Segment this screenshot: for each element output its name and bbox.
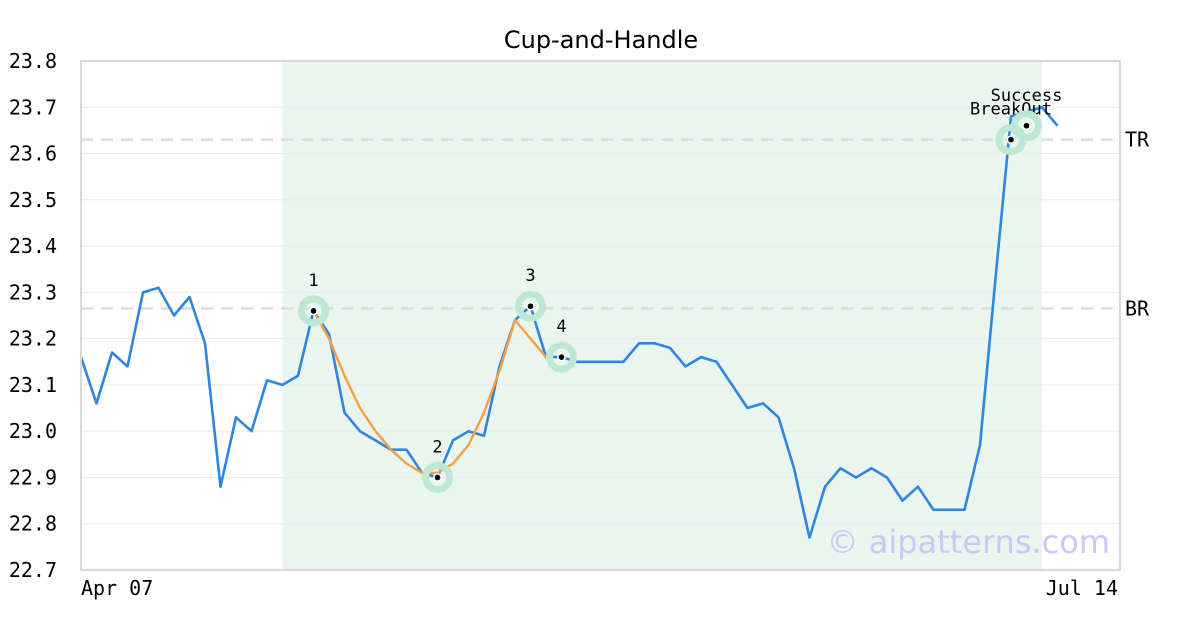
y-tick-label: 23.2	[9, 327, 57, 351]
y-tick-label: 23.0	[9, 419, 57, 443]
annotation-marker-ring	[1011, 110, 1042, 142]
y-tick-label: 22.9	[9, 465, 57, 489]
pattern-point-label: 1	[308, 271, 318, 291]
pattern-point-marker-dot	[557, 352, 566, 362]
x-tick-label: Apr 07	[81, 576, 153, 600]
pattern-point-marker-ring	[546, 341, 577, 373]
y-tick-label: 23.4	[9, 234, 57, 258]
pattern-point-label: 2	[432, 437, 442, 457]
plot-frame	[80, 60, 1121, 571]
pattern-point-marker-ring	[515, 290, 546, 322]
price-series-line	[79, 106, 1059, 539]
watermark-text: © aipatterns.com	[827, 523, 1110, 561]
reference-line-label: BR	[1125, 297, 1150, 321]
y-tick-label: 22.7	[9, 558, 57, 582]
y-tick-label: 23.3	[9, 280, 57, 304]
y-tick-label: 23.6	[9, 142, 57, 166]
pattern-point-marker-dot	[433, 473, 442, 482]
pattern-point-marker-dot	[526, 301, 535, 311]
annotation-marker-dot	[1006, 135, 1016, 145]
pattern-point-label: 3	[525, 266, 535, 286]
pattern-point-marker-ring	[422, 461, 453, 493]
annotation-label: Success	[991, 86, 1063, 106]
pattern-point-label: 4	[556, 317, 566, 337]
y-tick-label: 22.8	[9, 512, 57, 536]
pattern-point-marker-ring	[298, 295, 329, 327]
pattern-highlight-region	[282, 61, 1042, 570]
y-tick-label: 23.5	[9, 188, 57, 212]
x-tick-label: Jul 14	[1046, 576, 1118, 600]
annotation-marker-dot	[1022, 121, 1031, 131]
y-tick-label: 23.1	[9, 373, 57, 397]
reference-line-label: TR	[1125, 128, 1150, 152]
chart-title: Cup-and-Handle	[504, 26, 698, 54]
y-tick-label: 23.8	[9, 49, 57, 73]
pattern-point-marker-dot	[309, 306, 318, 316]
y-tick-label: 23.7	[9, 95, 57, 119]
